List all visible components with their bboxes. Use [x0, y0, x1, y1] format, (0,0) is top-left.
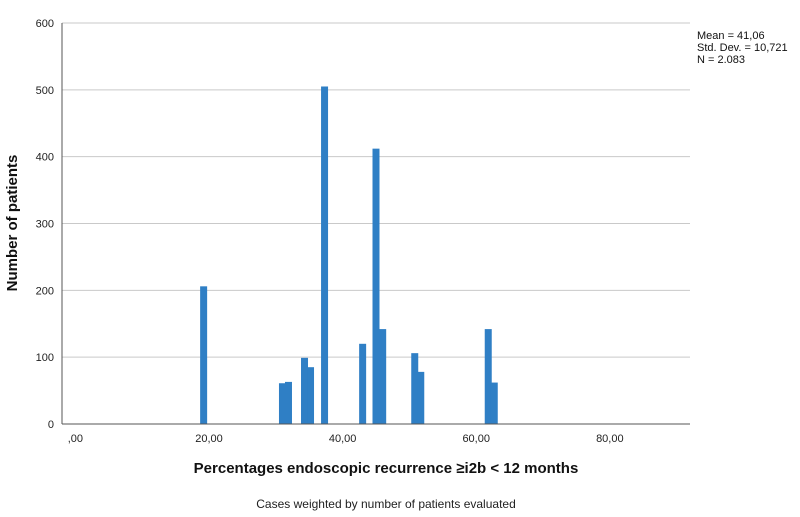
weighting-footnote: Cases weighted by number of patients eva… — [256, 497, 516, 511]
stat-mean: Mean = 41,06 — [697, 30, 765, 42]
x-axis-label: Percentages endoscopic recurrence ≥i2b <… — [194, 460, 579, 477]
histogram-bar — [490, 382, 498, 424]
y-tick-label: 500 — [36, 85, 54, 97]
histogram-bar — [321, 86, 329, 424]
axes — [61, 23, 690, 425]
histogram-bar — [379, 329, 387, 424]
summary-statistics: Mean = 41,06 Std. Dev. = 10,721 N = 2.08… — [697, 30, 788, 66]
y-tick-label: 600 — [36, 18, 54, 30]
x-tick-label: 80,00 — [596, 433, 624, 445]
stat-std-dev: Std. Dev. = 10,721 — [697, 42, 788, 54]
histogram-bar — [301, 357, 309, 424]
y-tick-label: 200 — [36, 285, 54, 297]
histogram-bar — [200, 286, 208, 424]
histogram-bar — [284, 381, 292, 424]
x-tick-label: 20,00 — [195, 433, 223, 445]
histogram-bar — [484, 329, 492, 424]
x-tick-label: ,00 — [68, 433, 83, 445]
bars — [200, 86, 498, 424]
stat-n: N = 2.083 — [697, 54, 745, 66]
histogram-bar — [411, 353, 419, 424]
x-tick-labels: ,00 20,00 40,00 60,00 80,00 — [68, 433, 624, 445]
y-tick-label: 300 — [36, 219, 54, 231]
y-tick-label: 0 — [48, 419, 54, 431]
histogram-bar — [372, 148, 380, 424]
histogram-bar — [359, 343, 367, 424]
x-tick-label: 60,00 — [462, 433, 490, 445]
y-tick-labels: 0 100 200 300 400 500 600 — [36, 18, 54, 431]
y-tick-label: 100 — [36, 352, 54, 364]
x-tick-label: 40,00 — [329, 433, 357, 445]
histogram-bar — [417, 371, 425, 424]
histogram-bar — [307, 367, 315, 424]
histogram-bar — [278, 383, 286, 424]
y-axis-label: Number of patients — [4, 155, 21, 292]
y-tick-label: 400 — [36, 152, 54, 164]
